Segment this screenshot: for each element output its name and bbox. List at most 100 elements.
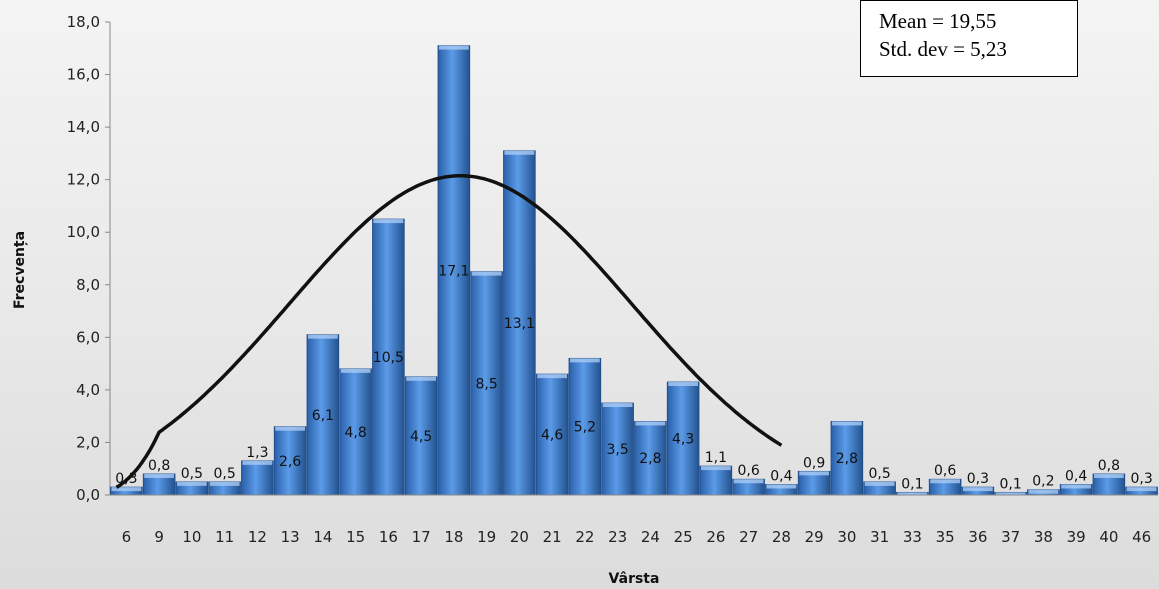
bar xyxy=(961,486,995,496)
data-label: 1,1 xyxy=(705,450,727,466)
x-tick-label: 21 xyxy=(543,528,562,546)
data-label: 4,8 xyxy=(344,425,366,441)
data-label: 0,6 xyxy=(737,463,759,479)
x-tick-label: 16 xyxy=(379,528,398,546)
bar-highlight xyxy=(766,484,797,489)
bar xyxy=(928,478,962,496)
x-tick-label: 18 xyxy=(444,528,463,546)
bar xyxy=(110,486,143,496)
bar-body xyxy=(666,381,700,496)
bar xyxy=(699,465,733,496)
data-label: 4,5 xyxy=(410,429,432,445)
bar-highlight xyxy=(1061,484,1091,489)
data-label: 0,5 xyxy=(181,466,203,482)
mean-text: Mean = 19,55 xyxy=(879,9,997,33)
bar-highlight xyxy=(864,481,895,486)
bar xyxy=(273,426,307,496)
x-tick-label: 24 xyxy=(641,528,660,546)
bar-highlight xyxy=(471,271,502,276)
bar xyxy=(404,376,438,496)
bar xyxy=(1059,484,1093,496)
bar-highlight xyxy=(897,492,928,495)
bar-body xyxy=(241,460,274,496)
data-label: 2,8 xyxy=(639,451,661,467)
bar-highlight xyxy=(111,487,142,492)
bar-highlight xyxy=(602,403,633,408)
bar-highlight xyxy=(373,219,404,224)
data-label: 0,1 xyxy=(901,476,923,492)
bar-body xyxy=(470,271,503,496)
bar-highlight xyxy=(340,368,371,373)
x-tick-label: 15 xyxy=(346,528,365,546)
bar-body xyxy=(339,368,372,496)
bar-highlight xyxy=(209,481,240,486)
data-labels: 0,3 0,8 0,5 0,5 1,3 2,6 6,1 4,8 10,5 4,5 17,1 8,5 13… xyxy=(115,263,1153,492)
data-label: 0,4 xyxy=(770,468,792,484)
bar xyxy=(437,45,471,496)
y-tick-label: 8,0 xyxy=(76,276,100,294)
bar xyxy=(830,421,864,496)
bar xyxy=(568,357,602,496)
bar-highlight xyxy=(963,487,993,492)
data-label: 6,1 xyxy=(312,408,334,424)
x-tick-label: 11 xyxy=(215,528,234,546)
data-label: 0,1 xyxy=(999,476,1021,492)
data-label: 0,8 xyxy=(1098,458,1120,474)
bar-body xyxy=(830,421,864,496)
bar xyxy=(470,271,503,496)
y-tick-label: 16,0 xyxy=(67,66,100,84)
std-dev-text: Std. dev = 5,23 xyxy=(879,37,1007,61)
data-label: 2,8 xyxy=(836,451,858,467)
data-label: 0,4 xyxy=(1065,468,1087,484)
data-label: 0,3 xyxy=(967,471,989,487)
x-tick-label: 27 xyxy=(739,528,758,546)
y-tick-label: 0,0 xyxy=(76,486,100,504)
data-label: 4,6 xyxy=(541,428,563,444)
data-label: 2,6 xyxy=(279,454,301,470)
bar xyxy=(1092,473,1126,496)
bar xyxy=(863,481,896,496)
x-tick-label: 37 xyxy=(1001,528,1020,546)
bar-highlight xyxy=(504,150,535,155)
bar-body xyxy=(699,465,733,496)
bar-highlight xyxy=(144,473,174,478)
bar xyxy=(208,481,241,496)
x-tick-label: 46 xyxy=(1132,528,1151,546)
bar-highlight xyxy=(832,421,862,426)
x-tick-label: 29 xyxy=(805,528,824,546)
data-label: 5,2 xyxy=(574,420,596,436)
y-tick-label: 4,0 xyxy=(76,381,100,399)
statistics-box: Mean = 19,55 Std. dev = 5,23 xyxy=(860,0,1078,77)
bar-body xyxy=(372,218,405,496)
x-tick-label: 35 xyxy=(936,528,955,546)
y-tick-label: 2,0 xyxy=(76,433,100,451)
x-tick-label: 40 xyxy=(1099,528,1118,546)
bar xyxy=(765,484,798,496)
bar-highlight xyxy=(1094,473,1124,478)
x-tick-label: 36 xyxy=(968,528,987,546)
x-tick-label: 6 xyxy=(122,528,132,546)
x-tick-label: 10 xyxy=(182,528,201,546)
bar-body xyxy=(535,373,569,496)
x-tick-label: 17 xyxy=(412,528,431,546)
data-label: 0,9 xyxy=(803,455,825,471)
x-tick-label: 23 xyxy=(608,528,627,546)
data-label: 1,3 xyxy=(246,445,268,461)
normal-curve xyxy=(115,173,783,489)
bar xyxy=(1027,489,1060,496)
bar-highlight xyxy=(668,382,698,387)
data-label: 17,1 xyxy=(438,263,469,279)
normal-curve-line xyxy=(115,173,783,489)
bar xyxy=(503,150,536,496)
x-tick-label: 19 xyxy=(477,528,496,546)
data-label: 0,3 xyxy=(1130,471,1152,487)
bar-highlight xyxy=(1028,489,1059,494)
bar xyxy=(372,218,405,496)
bar xyxy=(241,460,274,496)
x-axis-title: Vârsta xyxy=(609,571,660,587)
data-label: 0,5 xyxy=(213,466,235,482)
bar xyxy=(797,470,831,496)
x-tick-label: 31 xyxy=(870,528,889,546)
data-label: 3,5 xyxy=(606,442,628,458)
bar-highlight xyxy=(275,426,305,431)
